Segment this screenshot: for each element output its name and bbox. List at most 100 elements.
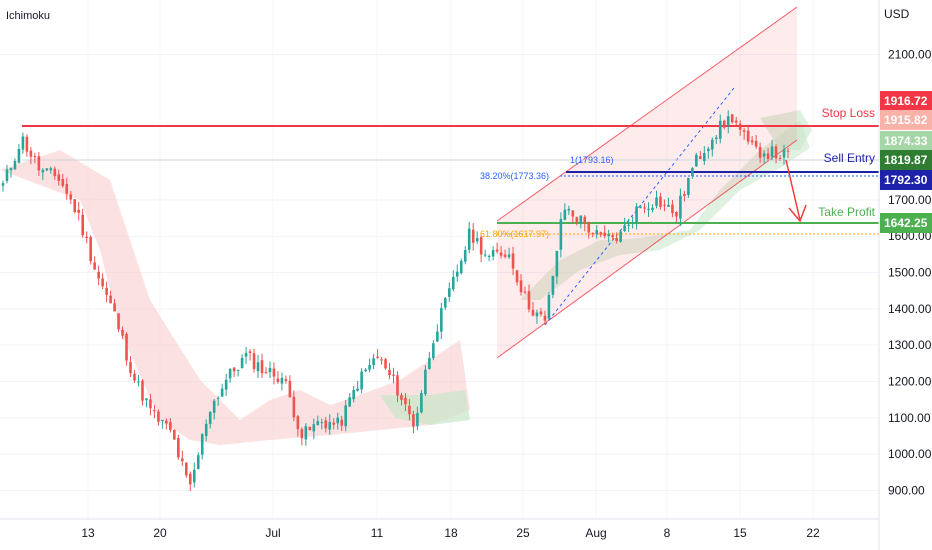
candle-body (240, 357, 244, 369)
candle-body (165, 420, 168, 424)
price-tick-label: 1700.00 (888, 193, 932, 207)
candle-body (754, 140, 758, 147)
candle-body (643, 207, 646, 209)
candle-body (758, 147, 762, 158)
candle-body (169, 422, 172, 431)
candlesticks (1, 110, 790, 492)
price-tick-label: 1000.00 (888, 447, 932, 461)
projection-arrow-shaft (785, 159, 801, 221)
price-tick-label: 1500.00 (888, 266, 932, 280)
candle-body (547, 294, 551, 319)
candle-body (762, 153, 766, 157)
candle-body (280, 377, 284, 384)
price-tick-label: 1300.00 (888, 338, 932, 352)
indicator-label: Ichimoku (6, 10, 50, 22)
time-tick-label: Jul (265, 526, 280, 540)
price-tick-label: 1200.00 (888, 375, 932, 389)
candle-body (667, 204, 670, 207)
candle-body (248, 351, 252, 354)
candle-body (400, 395, 403, 400)
candle-body (563, 209, 567, 220)
candle-body (356, 388, 359, 391)
time-tick-label: 8 (664, 526, 671, 540)
candle-body (699, 156, 702, 160)
candle-body (85, 236, 88, 239)
time-tick-label: 22 (806, 526, 820, 540)
candle-body (623, 225, 626, 231)
candle-body (687, 177, 690, 195)
time-tick-label: 20 (153, 526, 167, 540)
candle-body (17, 149, 21, 163)
price-badge-stop-loss (880, 91, 932, 111)
candle-body (714, 137, 718, 140)
candle-body (340, 419, 344, 426)
candle-body (467, 228, 471, 250)
candle-body (750, 140, 754, 143)
candle-body (531, 309, 535, 316)
candle-body (200, 434, 204, 455)
price-badge-value: 1916.72 (884, 94, 928, 108)
candle-body (292, 396, 296, 418)
candle-body (53, 168, 57, 177)
candle-body (97, 271, 100, 279)
candle-body (408, 405, 411, 415)
candle-body (105, 287, 108, 295)
candle-body (726, 116, 730, 126)
price-badges: 1916.72 1915.82 1874.33 1819.87 1792.30 1642.… (880, 91, 932, 233)
candle-body (615, 238, 618, 241)
cloud-region (760, 110, 812, 150)
price-tick-label: 1100.00 (888, 411, 931, 425)
candle-body (33, 156, 37, 158)
candle-body (192, 469, 196, 483)
candle-body (296, 416, 300, 430)
projection-arrow-head (788, 204, 807, 223)
price-axis: 900.00 1000.00 1100.00 1200.00 1300.00 1400.0… (888, 48, 932, 498)
candle-body (535, 312, 539, 317)
candle-body (380, 359, 383, 361)
candle-body (523, 291, 527, 293)
candle-body (216, 397, 220, 399)
price-badge-value: 1874.33 (884, 134, 928, 148)
candle-body (591, 233, 595, 235)
candle-body (392, 374, 395, 376)
candle-body (655, 197, 658, 206)
candle-body (304, 426, 308, 440)
price-levels (22, 125, 879, 235)
time-tick-label: 15 (733, 526, 747, 540)
candle-body (21, 136, 25, 150)
candle-body (276, 378, 280, 383)
candle-body (722, 120, 726, 128)
channel-lower-line (496, 139, 798, 359)
candle-body (184, 462, 188, 476)
candle-body (332, 422, 336, 425)
candle-body (5, 169, 9, 182)
candle-body (479, 237, 483, 255)
candle-body (519, 280, 523, 293)
candle-body (324, 420, 328, 429)
candle-body (256, 362, 260, 372)
candle-body (475, 238, 479, 242)
candle-body (671, 204, 674, 214)
candle-body (49, 168, 53, 171)
time-tick-label: 25 (516, 526, 530, 540)
candle-body (364, 369, 367, 372)
candle-body (786, 150, 790, 152)
candle-body (412, 414, 415, 427)
price-badge-value: 1915.82 (884, 113, 928, 127)
candle-body (703, 153, 706, 162)
candle-body (778, 157, 782, 159)
candle-body (252, 353, 256, 370)
candle-body (1, 183, 5, 186)
price-badge-take-profit (880, 213, 932, 233)
candle-body (455, 271, 459, 277)
candle-body (491, 250, 495, 257)
sell-entry-label: Sell Entry (824, 151, 875, 165)
candle-body (37, 156, 41, 171)
candle-body (9, 168, 13, 171)
candle-body (440, 308, 443, 332)
candle-body (13, 160, 17, 170)
candle-body (228, 368, 232, 379)
candle-body (316, 421, 320, 425)
